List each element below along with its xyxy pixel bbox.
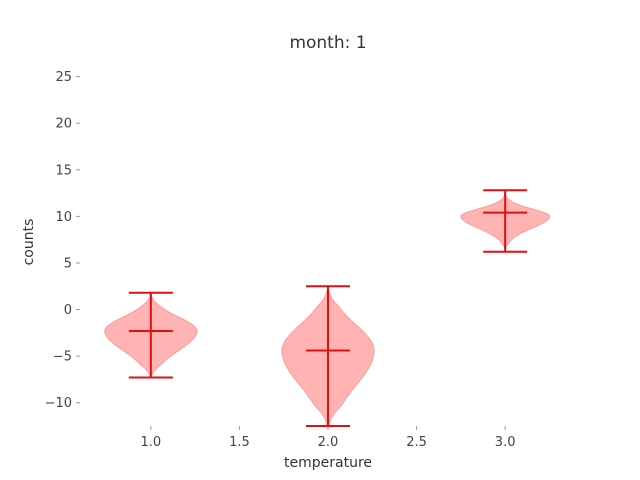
x-tick-label: 2.0 [318, 435, 339, 450]
x-tick-label: 1.0 [141, 435, 162, 450]
violins [104, 189, 550, 427]
x-tick-label: 2.5 [406, 435, 427, 450]
y-axis: −10 −5 0 5 10 15 20 25 [45, 70, 80, 411]
y-axis-title: counts [21, 219, 37, 266]
y-tick-label: 5 [64, 256, 72, 271]
violin-group [104, 291, 198, 379]
y-tick-label: 20 [55, 117, 72, 132]
x-tick-label: 1.5 [229, 435, 250, 450]
y-tick-label: −10 [45, 396, 72, 411]
y-tick-label: 15 [55, 163, 72, 178]
x-tick-label: 3.0 [495, 435, 516, 450]
y-tick-label: 0 [64, 303, 72, 318]
x-axis: 1.0 1.5 2.0 2.5 3.0 [141, 426, 516, 450]
chart-title: month: 1 [289, 33, 366, 53]
y-tick-label: −5 [53, 350, 72, 365]
violin-group [281, 285, 375, 427]
y-tick-label: 10 [55, 210, 72, 225]
y-tick-label: 25 [55, 70, 72, 85]
x-axis-title: temperature [284, 455, 372, 471]
violin-group [460, 189, 550, 253]
